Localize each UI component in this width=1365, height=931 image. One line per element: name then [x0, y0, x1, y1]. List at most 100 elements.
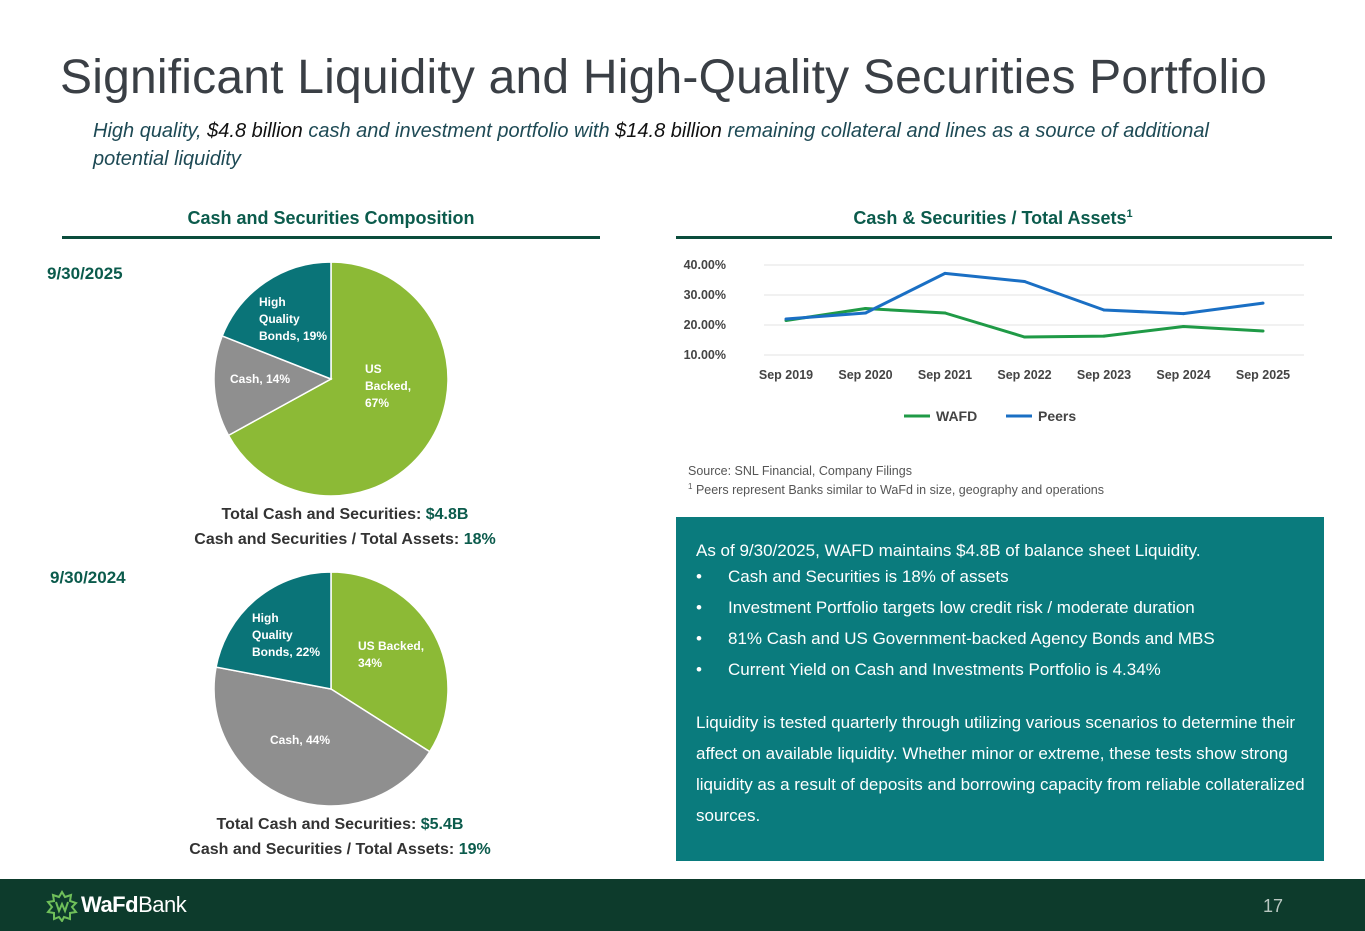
footnote-sup: 1: [688, 482, 693, 491]
total-label-2024: Total Cash and Securities:: [216, 816, 417, 833]
y-tick-label: 30.00%: [684, 288, 726, 302]
source-line: Source: SNL Financial, Company Filings: [688, 464, 912, 478]
y-tick-label: 40.00%: [684, 258, 726, 272]
footnote-text: Peers represent Banks similar to WaFd in…: [695, 483, 1105, 498]
total-value-2025: $4.8B: [425, 506, 469, 523]
pie-label-hq-2025: High Quality Bonds, 19%: [259, 295, 327, 343]
ratio-value-2025: 18%: [463, 531, 496, 548]
liquidity-summary-panel: As of 9/30/2025, WAFD maintains $4.8B of…: [676, 517, 1324, 861]
ratio-chart-heading-sup: 1: [1126, 208, 1133, 220]
footnote-line: 1 Peers represent Banks similar to WaFd …: [688, 479, 1104, 498]
ratio-chart-heading-text: Cash & Securities / Total Assets: [853, 208, 1127, 228]
legend-label-wafd: WAFD: [936, 408, 977, 424]
data-point-peers: [864, 311, 867, 315]
bullet-text: 81% Cash and US Government-backed Agency…: [728, 629, 1215, 648]
ratio-chart-rule: [676, 236, 1332, 239]
data-point-wafd: [1023, 335, 1026, 339]
x-tick-label: Sep 2019: [759, 368, 813, 382]
total-value-2024: $5.4B: [420, 816, 464, 833]
bullet-dot: •: [696, 629, 702, 648]
legend-label-peers: Peers: [1038, 408, 1076, 424]
x-tick-label: Sep 2020: [838, 368, 892, 382]
source-note: Source: SNL Financial, Company Filings 1…: [688, 464, 1104, 498]
subtitle-text-2: cash and investment portfolio with: [308, 120, 610, 142]
subtitle: High quality, $4.8 billion cash and inve…: [93, 117, 1273, 173]
pie-label-us-2024: US Backed, 34%: [358, 639, 424, 670]
panel-intro: As of 9/30/2025, WAFD maintains $4.8B of…: [696, 541, 1201, 560]
subtitle-highlight-1: $4.8 billion: [207, 120, 303, 142]
bullet-text: Current Yield on Cash and Investments Po…: [728, 660, 1161, 679]
ratio-value-2024: 19%: [458, 841, 491, 858]
bullet-dot: •: [696, 567, 702, 586]
bullet-text: Investment Portfolio targets low credit …: [728, 598, 1195, 617]
data-point-wafd: [943, 311, 947, 315]
x-tick-label: Sep 2023: [1077, 368, 1131, 382]
composition-heading: Cash and Securities Composition: [187, 208, 475, 228]
pie-label-cash-2025: Cash, 14%: [230, 372, 290, 386]
pie-label-hq-2024: High Quality Bonds, 22%: [252, 611, 320, 659]
x-tick-label: Sep 2025: [1236, 368, 1290, 382]
panel-paragraph: Liquidity is tested quarterly through ut…: [696, 713, 1305, 825]
pie-label-line: Quality: [252, 628, 293, 642]
data-point-peers: [1261, 301, 1265, 305]
subtitle-highlight-2: $14.8 billion: [615, 120, 722, 142]
data-point-wafd: [864, 307, 867, 310]
data-point-wafd: [1102, 334, 1106, 338]
subtitle-text-3: remaining collateral and lines as a sour…: [93, 120, 1209, 170]
composition-rule: [62, 236, 600, 239]
pie-label-line: High: [259, 295, 286, 309]
ratio-line-2024: Cash and Securities / Total Assets: 19%: [125, 837, 555, 862]
pie-label-line: 34%: [358, 656, 382, 670]
pie-slice-cash-2025: [213, 334, 333, 437]
x-tick-label: Sep 2021: [918, 368, 972, 382]
wafd-logo-icon: [46, 890, 78, 922]
ratio-chart-heading: Cash & Securities / Total Assets1: [676, 208, 1310, 229]
totals-2025: Total Cash and Securities: $4.8B Cash an…: [130, 502, 560, 552]
pie-slice-us-backed-2025: [227, 261, 449, 497]
ratio-label-2024: Cash and Securities / Total Assets:: [189, 841, 455, 858]
ratio-line-2025: Cash and Securities / Total Assets: 18%: [130, 527, 560, 552]
x-tick-label: Sep 2024: [1156, 368, 1210, 382]
pie-chart-2024: US Backed, 34% Cash, 44% High Quality Bonds, …: [213, 571, 449, 807]
ratio-label-2025: Cash and Securities / Total Assets:: [194, 531, 460, 548]
footer-bar: [0, 879, 1365, 931]
panel-bullet: • Current Yield on Cash and Investments P…: [696, 660, 1161, 680]
panel-bullet: • Cash and Securities is 18% of assets: [696, 567, 1009, 587]
pie-label-line: Quality: [259, 312, 300, 326]
date-2025: 9/30/2025: [47, 264, 123, 283]
subtitle-text-1: High quality,: [93, 120, 202, 142]
total-label-2025: Total Cash and Securities:: [221, 506, 422, 523]
pie-label-line: US Backed,: [358, 639, 424, 653]
total-line-2024: Total Cash and Securities: $5.4B: [125, 812, 555, 837]
date-2024: 9/30/2024: [50, 568, 126, 587]
panel-bullet: • Investment Portfolio targets low credit…: [696, 598, 1195, 618]
pie-label-line: High: [252, 611, 279, 625]
data-point-wafd: [1182, 325, 1185, 328]
y-tick-label: 20.00%: [684, 318, 726, 332]
pie-label-line: Backed,: [365, 379, 411, 393]
pie-label-line: US: [365, 362, 382, 376]
totals-2024: Total Cash and Securities: $5.4B Cash an…: [125, 812, 555, 862]
logo-bold: WaFd: [81, 892, 139, 917]
pie-label-line: 67%: [365, 396, 389, 410]
panel-bullet: • 81% Cash and US Government-backed Agenc…: [696, 629, 1215, 649]
pie-label-line: Bonds, 22%: [252, 645, 320, 659]
wafd-logo-text: WaFdBank: [81, 892, 187, 918]
x-tick-label: Sep 2022: [997, 368, 1051, 382]
bullet-dot: •: [696, 598, 702, 617]
pie-label-us-2025: US Backed, 67%: [365, 362, 411, 410]
pie-label-cash-2024: Cash, 44%: [270, 733, 330, 747]
pie-label-line: Bonds, 19%: [259, 329, 327, 343]
data-point-peers: [1023, 280, 1026, 283]
page-number: 17: [1262, 896, 1283, 916]
total-line-2025: Total Cash and Securities: $4.8B: [130, 502, 560, 527]
line-chart-cash-securities-ratio: 10.00% 20.00% 30.00% 40.00% Sep 2019 Sep 2020…: [684, 258, 1304, 424]
page-title: Significant Liquidity and High-Quality S…: [60, 51, 1268, 104]
logo-rest: Bank: [138, 892, 187, 917]
data-point-peers: [784, 317, 788, 321]
pie-chart-2025: US Backed, 67% Cash, 14% High Quality Bonds, 1…: [213, 261, 449, 497]
pie-slice-cash-2024: [213, 666, 431, 807]
data-point-peers: [1182, 312, 1185, 316]
data-point-peers: [943, 271, 947, 275]
pie-slice-high-quality-bonds-2024: [215, 571, 332, 690]
